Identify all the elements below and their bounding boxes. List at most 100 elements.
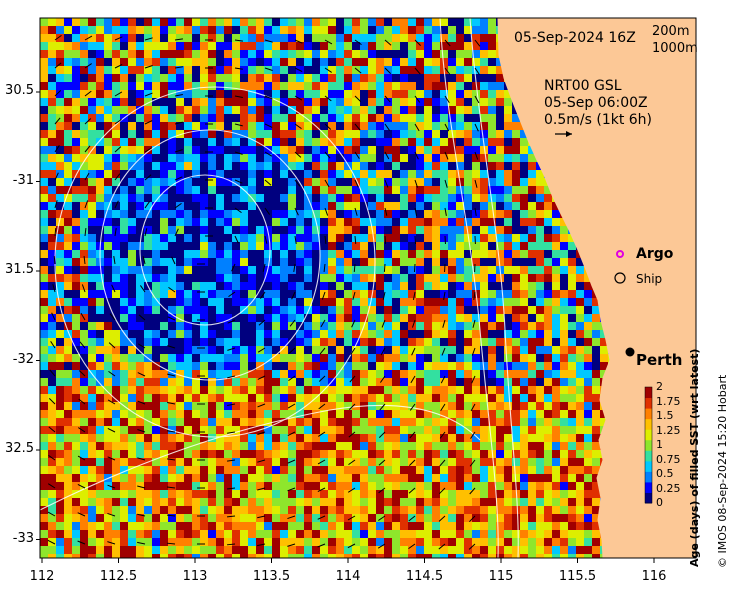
raster-cell <box>328 74 336 82</box>
raster-cell <box>296 362 304 370</box>
raster-cell <box>288 290 296 298</box>
raster-cell <box>536 338 544 346</box>
raster-cell <box>448 466 456 474</box>
raster-cell <box>544 282 552 290</box>
raster-cell <box>216 26 224 34</box>
raster-cell <box>256 170 264 178</box>
raster-cell <box>280 298 288 306</box>
raster-cell <box>592 354 600 362</box>
raster-cell <box>216 170 224 178</box>
raster-cell <box>144 490 152 498</box>
raster-cell <box>344 202 352 210</box>
raster-cell <box>360 178 368 186</box>
raster-cell <box>264 218 272 226</box>
raster-cell <box>448 490 456 498</box>
raster-cell <box>584 322 592 330</box>
raster-cell <box>544 498 552 506</box>
raster-cell <box>144 306 152 314</box>
raster-cell <box>200 34 208 42</box>
raster-cell <box>456 42 464 50</box>
raster-cell <box>176 234 184 242</box>
raster-cell <box>584 362 592 370</box>
raster-cell <box>528 290 536 298</box>
raster-cell <box>416 426 424 434</box>
raster-cell <box>440 426 448 434</box>
raster-cell <box>80 378 88 386</box>
raster-cell <box>160 146 168 154</box>
raster-cell <box>576 442 584 450</box>
raster-cell <box>536 226 544 234</box>
raster-cell <box>336 130 344 138</box>
raster-cell <box>40 170 48 178</box>
raster-cell <box>416 498 424 506</box>
raster-cell <box>56 394 64 402</box>
raster-cell <box>376 42 384 50</box>
raster-cell <box>328 106 336 114</box>
raster-cell <box>264 306 272 314</box>
raster-cell <box>360 138 368 146</box>
raster-cell <box>240 42 248 50</box>
raster-cell <box>120 418 128 426</box>
raster-cell <box>128 306 136 314</box>
raster-cell <box>88 186 96 194</box>
raster-cell <box>376 258 384 266</box>
raster-cell <box>120 106 128 114</box>
raster-cell <box>464 442 472 450</box>
raster-cell <box>144 18 152 26</box>
raster-cell <box>96 34 104 42</box>
raster-cell <box>224 18 232 26</box>
raster-cell <box>480 194 488 202</box>
raster-cell <box>568 282 576 290</box>
raster-cell <box>368 330 376 338</box>
raster-cell <box>376 90 384 98</box>
raster-cell <box>560 338 568 346</box>
raster-cell <box>416 258 424 266</box>
raster-cell <box>376 146 384 154</box>
raster-cell <box>576 490 584 498</box>
raster-cell <box>456 218 464 226</box>
raster-cell <box>528 474 536 482</box>
raster-cell <box>176 18 184 26</box>
raster-cell <box>152 346 160 354</box>
raster-cell <box>120 234 128 242</box>
raster-cell <box>480 50 488 58</box>
raster-cell <box>576 306 584 314</box>
raster-cell <box>480 154 488 162</box>
raster-cell <box>256 266 264 274</box>
raster-cell <box>576 434 584 442</box>
raster-cell <box>376 298 384 306</box>
raster-cell <box>488 354 496 362</box>
raster-cell <box>408 418 416 426</box>
raster-cell <box>480 18 488 26</box>
raster-cell <box>304 434 312 442</box>
raster-cell <box>232 34 240 42</box>
raster-cell <box>408 490 416 498</box>
raster-cell <box>40 346 48 354</box>
raster-cell <box>176 202 184 210</box>
raster-cell <box>416 330 424 338</box>
raster-cell <box>480 314 488 322</box>
raster-cell <box>344 450 352 458</box>
raster-cell <box>208 106 216 114</box>
raster-cell <box>256 82 264 90</box>
raster-cell <box>472 314 480 322</box>
raster-cell <box>408 210 416 218</box>
raster-cell <box>224 146 232 154</box>
raster-cell <box>72 90 80 98</box>
raster-cell <box>248 258 256 266</box>
raster-cell <box>488 346 496 354</box>
raster-cell <box>568 338 576 346</box>
raster-cell <box>168 314 176 322</box>
raster-cell <box>472 370 480 378</box>
raster-cell <box>376 226 384 234</box>
raster-cell <box>168 162 176 170</box>
raster-cell <box>424 106 432 114</box>
raster-cell <box>520 378 528 386</box>
raster-cell <box>472 466 480 474</box>
raster-cell <box>584 274 592 282</box>
raster-cell <box>224 362 232 370</box>
raster-cell <box>424 186 432 194</box>
raster-cell <box>176 378 184 386</box>
raster-cell <box>376 498 384 506</box>
raster-cell <box>184 178 192 186</box>
